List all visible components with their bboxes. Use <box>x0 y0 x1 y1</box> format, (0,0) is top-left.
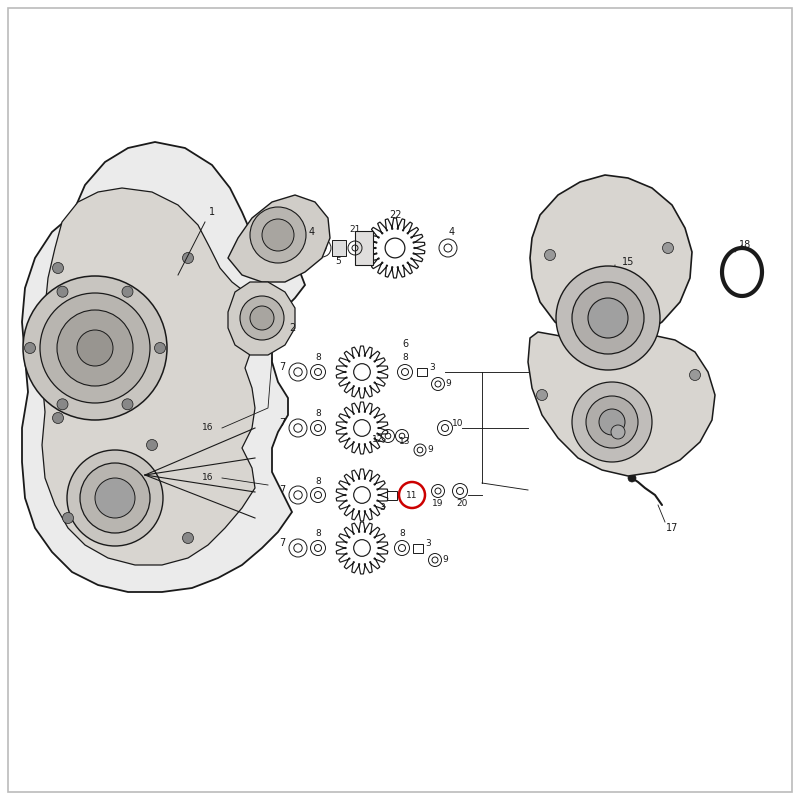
Text: 9: 9 <box>427 446 433 454</box>
Circle shape <box>662 242 674 254</box>
Text: 2: 2 <box>289 323 295 333</box>
Text: 9: 9 <box>445 379 451 389</box>
Circle shape <box>182 253 194 263</box>
Polygon shape <box>228 282 295 355</box>
Circle shape <box>586 396 638 448</box>
Circle shape <box>57 286 68 298</box>
Circle shape <box>572 282 644 354</box>
Circle shape <box>40 293 150 403</box>
Circle shape <box>262 219 294 251</box>
Text: 10: 10 <box>452 418 464 427</box>
Polygon shape <box>42 188 255 565</box>
Circle shape <box>57 398 68 410</box>
Circle shape <box>588 298 628 338</box>
Circle shape <box>182 533 194 543</box>
Text: 21: 21 <box>350 226 361 234</box>
Circle shape <box>57 310 133 386</box>
Text: 8: 8 <box>315 410 321 418</box>
Circle shape <box>250 306 274 330</box>
Text: 8: 8 <box>315 530 321 538</box>
Circle shape <box>572 382 652 462</box>
Text: 14: 14 <box>622 430 634 439</box>
Circle shape <box>240 296 284 340</box>
Text: 3: 3 <box>425 538 431 547</box>
Text: 15: 15 <box>622 257 634 267</box>
Text: 16: 16 <box>202 474 214 482</box>
FancyBboxPatch shape <box>332 240 346 256</box>
Polygon shape <box>228 195 330 282</box>
Text: 1: 1 <box>209 207 215 217</box>
Text: 7: 7 <box>279 538 285 548</box>
Text: 19: 19 <box>432 498 444 507</box>
Text: 12: 12 <box>372 435 384 445</box>
Text: 17: 17 <box>666 523 678 533</box>
Text: 7: 7 <box>279 418 285 428</box>
Polygon shape <box>22 142 305 592</box>
Circle shape <box>23 276 167 420</box>
Text: 22: 22 <box>389 210 402 220</box>
Circle shape <box>53 262 63 274</box>
Polygon shape <box>530 175 692 342</box>
Circle shape <box>53 413 63 423</box>
Circle shape <box>67 450 163 546</box>
Text: 8: 8 <box>399 530 405 538</box>
Circle shape <box>122 398 133 410</box>
Circle shape <box>62 513 74 523</box>
Circle shape <box>77 330 113 366</box>
Circle shape <box>122 286 133 298</box>
Circle shape <box>537 390 547 401</box>
Text: 7: 7 <box>279 485 285 495</box>
Text: 6: 6 <box>402 339 408 349</box>
Text: 4: 4 <box>449 227 455 237</box>
Circle shape <box>628 474 636 482</box>
Text: 3: 3 <box>429 362 435 371</box>
Text: 5: 5 <box>335 258 341 266</box>
Text: 9: 9 <box>442 555 448 565</box>
Circle shape <box>250 207 306 263</box>
Text: 16: 16 <box>202 423 214 433</box>
Circle shape <box>556 266 660 370</box>
Text: 8: 8 <box>315 477 321 486</box>
FancyBboxPatch shape <box>355 231 373 265</box>
Circle shape <box>611 425 625 439</box>
Text: 20: 20 <box>456 498 468 507</box>
Text: 3: 3 <box>379 502 385 511</box>
Circle shape <box>154 342 166 354</box>
Circle shape <box>80 463 150 533</box>
Text: 18: 18 <box>739 240 751 250</box>
Text: 13: 13 <box>399 438 410 446</box>
Circle shape <box>599 409 625 435</box>
Text: 8: 8 <box>315 354 321 362</box>
Text: 11: 11 <box>406 490 418 499</box>
Circle shape <box>545 250 555 261</box>
Text: 8: 8 <box>402 354 408 362</box>
Circle shape <box>95 478 135 518</box>
Polygon shape <box>528 332 715 476</box>
Circle shape <box>690 370 701 381</box>
Text: 7: 7 <box>279 362 285 372</box>
Text: 4: 4 <box>309 227 315 237</box>
Circle shape <box>25 342 35 354</box>
Circle shape <box>146 439 158 450</box>
